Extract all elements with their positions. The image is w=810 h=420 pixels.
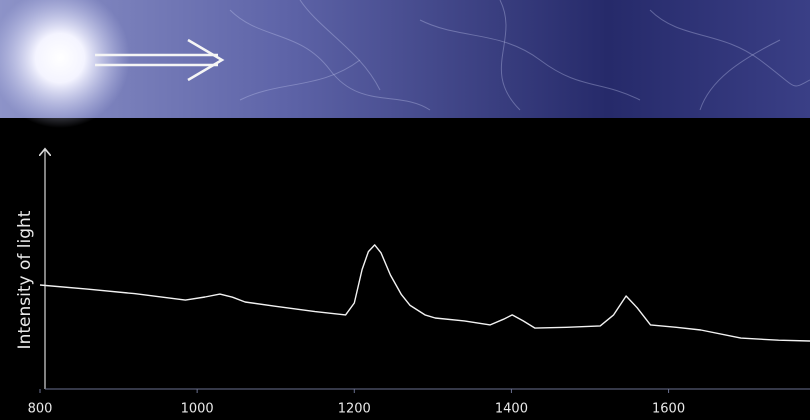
x-tick-label: 1600 (652, 402, 685, 417)
y-axis-label: Intensity of light (15, 210, 35, 349)
x-tick-label: 1000 (181, 402, 214, 417)
x-tick-label: 1400 (495, 402, 528, 417)
x-tick-label: 800 (28, 402, 53, 417)
x-tick-label: 1200 (338, 402, 371, 417)
chart: Intensity of light 800 1000 1200 1400 1600 (0, 0, 810, 420)
